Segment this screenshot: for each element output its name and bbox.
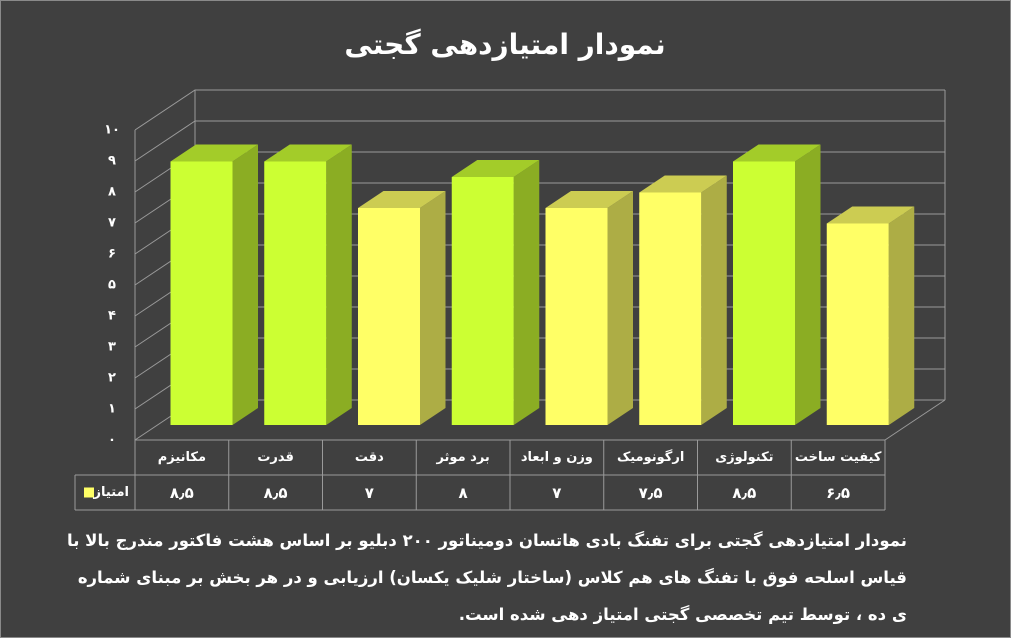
data-label: ۸٫۵: [732, 484, 756, 502]
y-tick-label: ۹: [108, 154, 116, 169]
legend-swatch: [84, 487, 94, 498]
data-label: ۷: [552, 484, 561, 502]
bar-top: [826, 206, 915, 224]
legend-label: امتیاز: [93, 485, 129, 500]
bar-top: [264, 144, 352, 162]
y-tick-label: ۶: [108, 247, 116, 262]
bar: [170, 161, 233, 425]
x-tick-label: ارگونومیک: [617, 449, 684, 465]
caption: نمودار امتیازدهی گجتی برای تفنگ بادی هات…: [67, 531, 907, 624]
bar-side: [326, 144, 352, 425]
y-tick-label: ۴: [108, 309, 116, 324]
bar-side: [795, 144, 821, 425]
bar: [639, 192, 702, 425]
bar: [826, 223, 889, 425]
bar-side: [701, 175, 727, 425]
y-tick-label: ۷: [108, 216, 116, 231]
bar-top: [733, 144, 821, 162]
y-tick-label: ۳: [108, 340, 116, 355]
y-tick-label: ۱: [108, 402, 116, 417]
bar: [358, 208, 420, 425]
x-tick-label: مکانیزم: [158, 450, 206, 465]
x-tick-label: قدرت: [257, 450, 294, 465]
bar-top: [451, 160, 540, 177]
y-tick-label: ۵: [108, 278, 116, 293]
data-label: ۷٫۵: [639, 484, 663, 502]
bar-top: [358, 191, 446, 208]
bar: [451, 177, 514, 425]
chart-title: نمودار امتیازدهی گجتی: [344, 28, 665, 61]
x-tick-label: برد موثر: [435, 450, 489, 465]
bar: [733, 161, 795, 425]
bar-top: [170, 144, 258, 162]
bar-top: [545, 191, 633, 208]
bar-top: [639, 175, 727, 193]
bar-side: [888, 206, 915, 425]
data-label: ۸: [459, 484, 468, 502]
x-tick-label: کیفیت ساخت: [795, 450, 882, 465]
bar-side: [232, 144, 258, 425]
y-tick-label: ۱۰: [104, 123, 120, 138]
bar-side: [513, 160, 540, 425]
bar: [545, 208, 608, 425]
data-label: ۶٫۵: [826, 484, 850, 502]
y-tick-label: ۰: [108, 433, 116, 448]
x-tick-label: تکنولوژی: [715, 450, 773, 465]
bar-side: [420, 191, 446, 425]
bar: [264, 161, 327, 425]
bar-side: [607, 191, 633, 425]
y-tick-label: ۸: [108, 185, 116, 200]
data-label: ۸٫۵: [264, 484, 288, 502]
data-label: ۷: [365, 484, 374, 502]
x-tick-label: دقت: [355, 450, 384, 465]
grid-line: [134, 89, 945, 131]
floor-edge: [884, 399, 946, 441]
y-tick-label: ۲: [108, 371, 116, 386]
data-label: ۸٫۵: [170, 484, 194, 502]
x-tick-label: وزن و ابعاد: [521, 450, 593, 465]
